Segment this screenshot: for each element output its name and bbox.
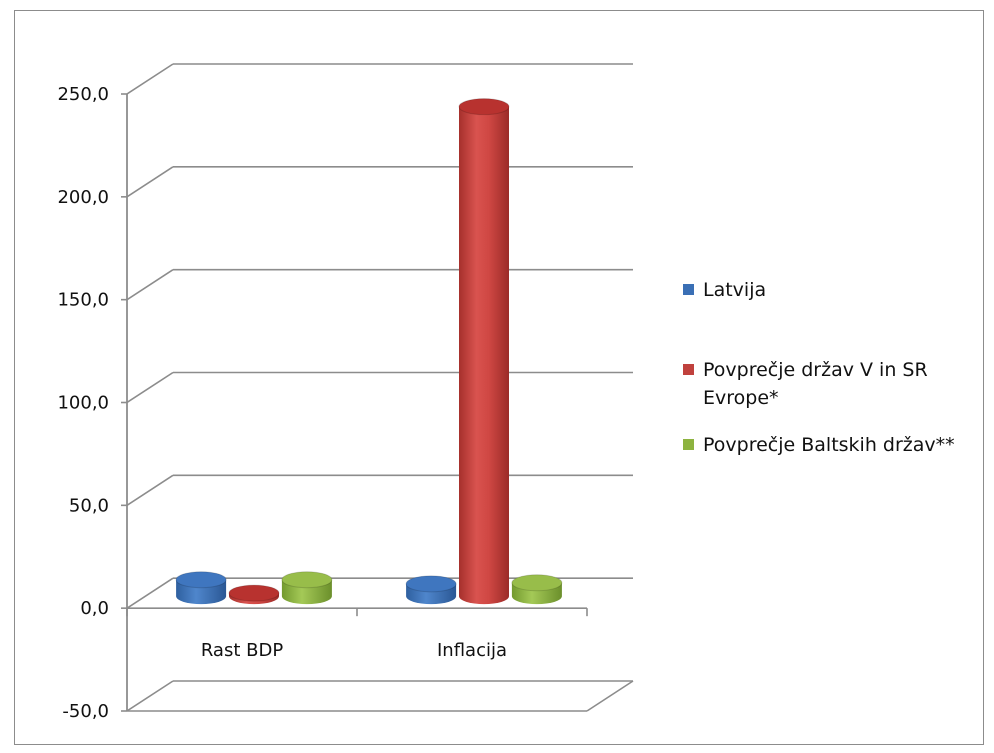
gridline-side: [126, 166, 174, 198]
cylinder-bar: [228, 584, 280, 605]
y-tick-label: -50,0: [62, 701, 109, 722]
legend-swatch: [683, 364, 694, 375]
legend-label: Latvija: [703, 279, 766, 301]
cylinder-top: [405, 575, 457, 593]
y-tick-label: 250,0: [57, 84, 109, 105]
chart-frame: 250,0 200,0 150,0 100,0 50,0 0,0 -50,0 Rast BDP…: [14, 10, 984, 745]
grid-layer: [126, 63, 633, 712]
cylinder-top: [458, 98, 510, 116]
legend: Latvija Povprečje držav V in SR Evrope* Pov…: [683, 279, 955, 456]
cylinder-top: [175, 571, 227, 589]
cylinder-top: [228, 584, 280, 602]
cylinder-top: [511, 574, 563, 592]
y-tick-label: 100,0: [57, 393, 109, 414]
cylinder-body: [459, 106, 509, 605]
gridline-side: [126, 63, 174, 95]
cylinder-bar: [405, 575, 457, 605]
x-tick-label: Inflacija: [437, 640, 507, 661]
cylinder-top: [281, 571, 333, 589]
y-tick-label: 200,0: [57, 187, 109, 208]
legend-label: Povprečje Baltskih držav**: [703, 434, 955, 456]
cylinder-bar: [511, 574, 563, 605]
gridline-side: [126, 268, 174, 301]
chart-svg: 250,0 200,0 150,0 100,0 50,0 0,0 -50,0 Rast BDP…: [57, 63, 955, 722]
legend-label: Povprečje držav V in SR: [703, 359, 928, 381]
bars-layer: [175, 98, 563, 605]
y-tick-label: 50,0: [69, 495, 109, 516]
gridline-side: [126, 577, 174, 609]
axis-layer: 250,0 200,0 150,0 100,0 50,0 0,0 -50,0 Rast BDP…: [57, 84, 634, 722]
gridline-side: [126, 371, 174, 404]
gridline-side: [126, 474, 174, 507]
cylinder-bar: [281, 571, 333, 605]
y-tick-label: 0,0: [80, 598, 109, 619]
legend-swatch: [683, 439, 694, 450]
cylinder-bar: [458, 98, 510, 605]
x-tick-label: Rast BDP: [201, 640, 284, 661]
cylinder-bar: [175, 571, 227, 605]
legend-swatch: [683, 284, 694, 295]
gridline-side: [126, 680, 174, 712]
floor-right-edge: [586, 680, 634, 712]
y-tick-label: 150,0: [57, 290, 109, 311]
legend-label: Evrope*: [703, 387, 779, 409]
